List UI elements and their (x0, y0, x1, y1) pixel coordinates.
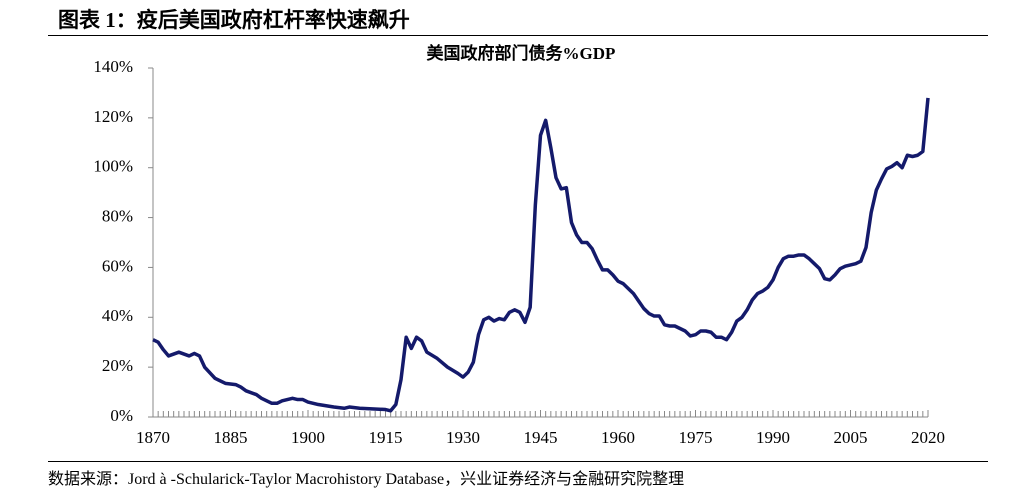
x-tick-label: 1885 (214, 428, 248, 447)
y-tick-label: 80% (102, 206, 133, 225)
y-tick-label: 120% (93, 107, 133, 126)
x-tick-label: 1915 (369, 428, 403, 447)
y-tick-label: 0% (110, 406, 133, 425)
x-tick-label: 1870 (136, 428, 170, 447)
chart-title: 美国政府部门债务%GDP (427, 43, 616, 63)
x-tick-label: 2005 (834, 428, 868, 447)
x-tick-label: 1960 (601, 428, 635, 447)
y-tick-label: 100% (93, 157, 133, 176)
bottom-rule (48, 461, 988, 462)
x-tick-label: 1900 (291, 428, 325, 447)
x-tick-label: 1990 (756, 428, 790, 447)
y-tick-label: 60% (102, 256, 133, 275)
source-note: 数据来源：Jord à -Schularick-Taylor Macrohist… (48, 471, 685, 488)
y-tick-label: 140% (93, 57, 133, 76)
top-rule (48, 35, 988, 36)
x-tick-label: 1975 (679, 428, 713, 447)
x-tick-label: 1945 (524, 428, 558, 447)
figure-title: 图表 1：疫后美国政府杠杆率快速飙升 (58, 8, 410, 32)
data-line (152, 97, 930, 413)
x-tick-label: 2020 (911, 428, 945, 447)
y-tick-label: 20% (102, 356, 133, 375)
y-tick-label: 40% (102, 306, 133, 325)
chart: 美国政府部门债务%GDP 0% 20% 40% 60% 80% 100% 120% 140% 1… (93, 43, 945, 447)
x-tick-label: 1930 (446, 428, 480, 447)
